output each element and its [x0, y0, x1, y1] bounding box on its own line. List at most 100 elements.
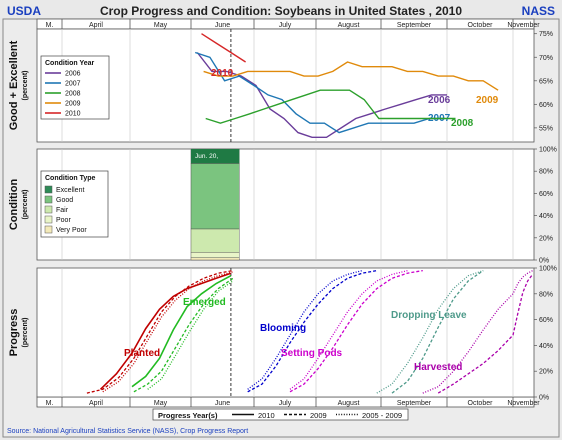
progress-line-harvested-2009 [437, 274, 534, 394]
month-axis-bottom: M. April May June July August September October… [36, 396, 540, 408]
progress-line-planted-2005-2009 [102, 271, 234, 393]
progress-annotation-emerged: Emerged [183, 297, 226, 308]
progress-line-emerged-2010 [131, 274, 232, 388]
progress-line-blooming-2009 [247, 269, 377, 393]
series-line-2007 [194, 51, 445, 134]
month-label: July [279, 22, 292, 29]
series-end-label-2009: 2009 [476, 95, 499, 106]
y-title-1: Good + Excellent (percent) [8, 40, 29, 130]
panel-frame-3 [36, 267, 535, 398]
y-axis-title: Good + Excellent [8, 40, 20, 130]
legend-item: 2009 [310, 411, 327, 420]
month-label: November [507, 22, 540, 29]
y-axis-unit: (percent) [22, 71, 29, 101]
legend-item-2010: 2010 [65, 111, 81, 118]
progress-line-setting-pods-2009 [289, 269, 423, 393]
series-line-2008 [205, 89, 456, 124]
month-label: June [215, 22, 230, 29]
panel-frame-2 [36, 148, 535, 261]
month-label: August [338, 22, 360, 29]
month-label: August [338, 400, 360, 407]
y-title-3: Progress (percent) [8, 309, 29, 357]
legend-item-2007: 2007 [65, 81, 81, 88]
y-axis-progress: 0% 20% 40% 60% 80% 100% [534, 266, 557, 402]
month-label: September [397, 400, 432, 407]
series-end-label-2006: 2006 [428, 95, 451, 106]
legend-item: 2010 [258, 411, 275, 420]
source-note: Source: National Agricultural Statistics… [7, 428, 248, 435]
y-tick-label: 75% [539, 31, 553, 38]
legend-title: Condition Year [45, 60, 95, 67]
y-tick-label: 80% [539, 291, 553, 298]
month-label: July [279, 400, 292, 407]
series-end-label-2008: 2008 [451, 118, 474, 129]
month-label: M. [46, 400, 54, 407]
y-tick-label: 60% [539, 317, 553, 324]
y-tick-label: 60% [539, 102, 553, 109]
y-tick-label: 40% [539, 213, 553, 220]
legend-swatch [44, 185, 53, 194]
legend-item-excellent: Excellent [56, 187, 84, 194]
legend-item-very-poor: Very Poor [56, 227, 87, 234]
legend-item-fair: Fair [56, 207, 69, 214]
progress-annotation-dropping-leave: Dropping Leave [391, 310, 467, 321]
y-axis-unit: (percent) [22, 190, 29, 220]
month-label: M. [46, 22, 54, 29]
progress-annotation-planted: Planted [124, 348, 160, 359]
y-tick-label: 65% [539, 78, 553, 85]
month-label: June [215, 400, 230, 407]
series-line-2009 [203, 61, 499, 91]
month-label: November [507, 400, 540, 407]
legend-item-poor: Poor [56, 217, 71, 224]
month-label: April [89, 22, 103, 29]
y-axis-unit: (percent) [22, 318, 29, 348]
progress-line-emerged-2009 [133, 277, 234, 393]
usda-label: USDA [7, 4, 42, 18]
y-tick-label: 0% [539, 258, 549, 265]
series-end-label-2010: 2010 [211, 68, 234, 79]
month-label: April [89, 400, 103, 407]
legend-item-good: Good [56, 197, 73, 204]
legend-swatch [44, 205, 53, 214]
nass-label: NASS [521, 4, 555, 18]
month-label: May [154, 400, 168, 407]
y-tick-label: 100% [539, 147, 557, 154]
legend-condition-year: Condition Year 2006 2007 2008 2009 2010 [40, 55, 110, 120]
y-tick-label: 20% [539, 369, 553, 376]
legend-swatch [44, 215, 53, 224]
legend-progress-years: Progress Year(s) 2010 2009 2005 - 2009 [152, 408, 409, 421]
progress-annotation-setting-pods: Setting Pods [281, 348, 343, 359]
legend-box [152, 408, 409, 421]
legend-item: 2005 - 2009 [362, 411, 402, 420]
condition-band-good [190, 163, 240, 230]
y-tick-label: 80% [539, 169, 553, 176]
series-line-2006 [196, 52, 447, 139]
y-tick-label: 20% [539, 235, 553, 242]
legend-title: Progress Year(s) [158, 411, 218, 420]
legend-box [40, 55, 110, 120]
progress-line-blooming-2005-2009 [247, 269, 363, 390]
y-tick-label: 70% [539, 55, 553, 62]
month-label: September [397, 22, 432, 29]
y-axis-condition: 0% 20% 40% 60% 80% 100% [534, 147, 557, 265]
progress-annotation-harvested: Harvested [414, 362, 462, 373]
month-axis-top: M. April May June July August September October… [36, 18, 540, 30]
y-title-2: Condition (percent) [8, 179, 29, 231]
month-label: May [154, 22, 168, 29]
y-axis-title: Progress [8, 309, 20, 357]
legend-item-2008: 2008 [65, 91, 81, 98]
series-line-2010 [201, 33, 246, 63]
y-tick-label: 100% [539, 266, 557, 273]
y-axis-good-excellent: 55% 60% 65% 70% 75% [534, 31, 553, 132]
month-label: October [468, 400, 494, 407]
legend-title: Condition Type [45, 175, 96, 182]
condition-date-bar [191, 149, 240, 163]
condition-band-very-poor [190, 257, 240, 261]
progress-line-dropping-leave-2009 [391, 270, 484, 394]
y-tick-label: 40% [539, 343, 553, 350]
legend-condition-type: Condition Type Excellent Good Fair Poor Very … [40, 170, 109, 238]
condition-band-poor [190, 252, 240, 258]
y-axis-title: Condition [8, 179, 20, 231]
